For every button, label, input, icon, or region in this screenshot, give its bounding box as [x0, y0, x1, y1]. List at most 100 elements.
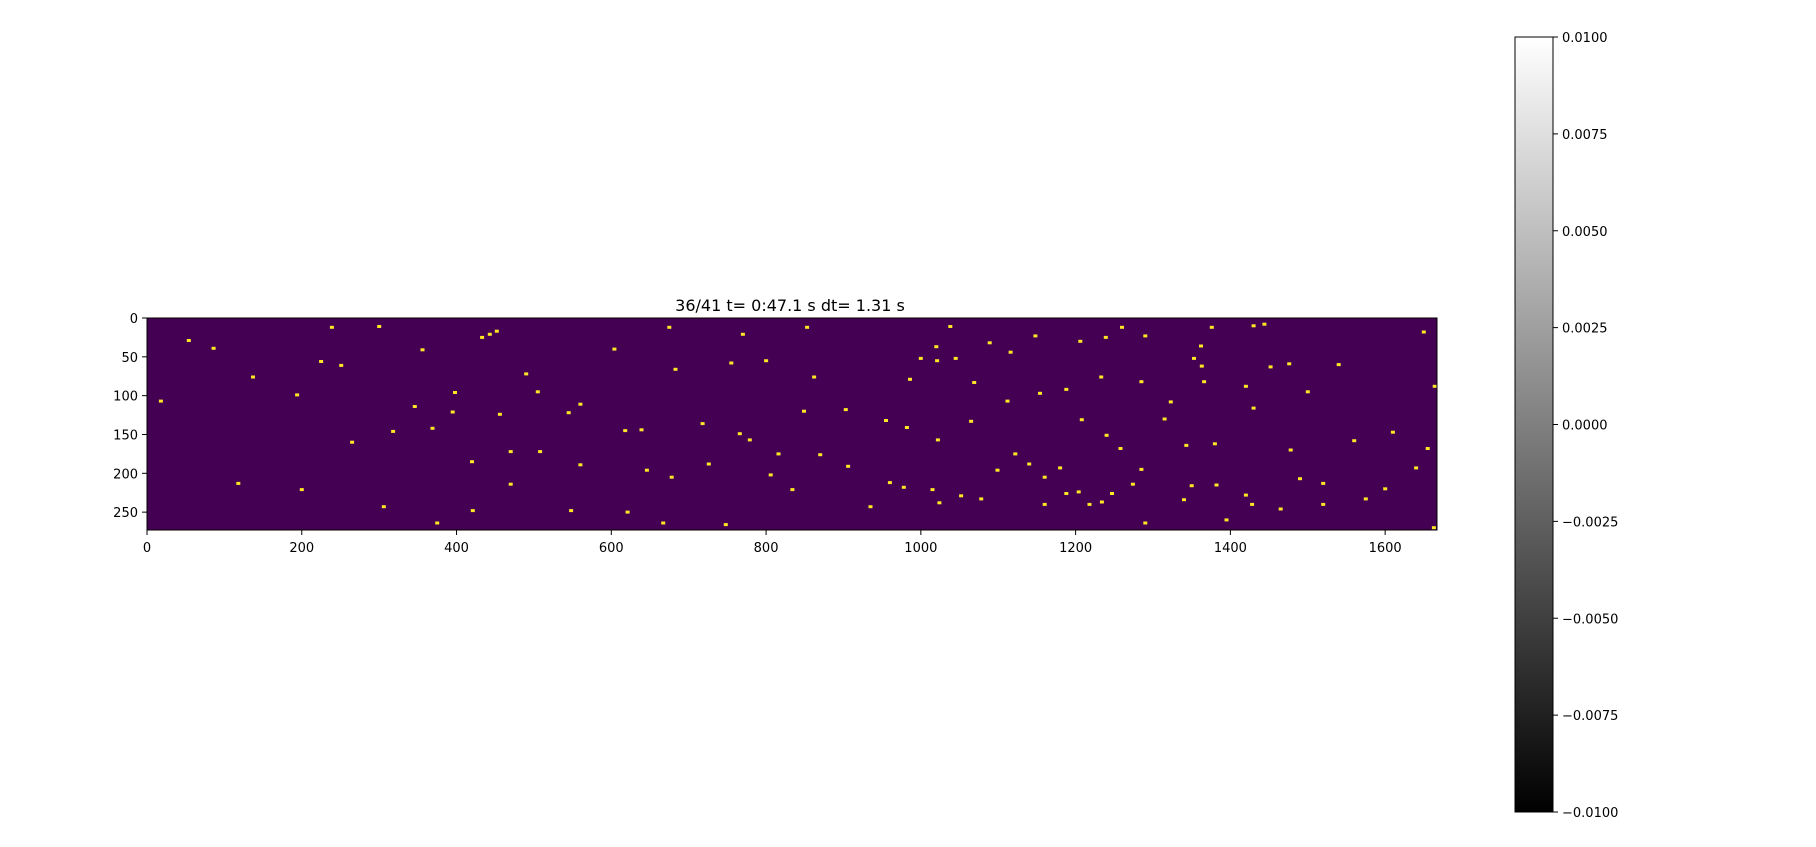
- event-marker: [1120, 325, 1124, 329]
- event-marker: [1099, 500, 1104, 504]
- y-tick-label: 50: [121, 351, 138, 366]
- colorbar-tick-label: −0.0100: [1562, 806, 1618, 821]
- x-tick-label: 600: [599, 541, 624, 556]
- event-marker: [1076, 490, 1081, 494]
- event-marker: [995, 468, 1000, 472]
- event-marker: [918, 356, 923, 360]
- y-tick-label: 150: [113, 428, 138, 443]
- event-marker: [470, 460, 474, 464]
- event-marker: [667, 325, 672, 329]
- event-marker: [1042, 475, 1047, 479]
- event-marker: [430, 426, 435, 430]
- event-marker: [1087, 502, 1092, 506]
- colorbar-tick-label: 0.0000: [1562, 419, 1608, 434]
- chart-title: 36/41 t= 0:47.1 s dt= 1.31 s: [675, 296, 905, 315]
- event-marker: [377, 325, 382, 328]
- event-marker: [1390, 430, 1395, 434]
- event-marker: [1425, 447, 1430, 450]
- event-marker: [723, 523, 728, 527]
- event-marker: [420, 348, 425, 352]
- colorbar: 0.0100 0.0075 0.0050 0.0025 0.0000 −0.0025 −0.…: [1514, 31, 1618, 821]
- event-marker: [706, 462, 711, 466]
- event-marker: [953, 356, 958, 360]
- event-marker: [524, 372, 529, 376]
- event-marker: [935, 359, 940, 363]
- event-marker: [538, 450, 543, 454]
- event-marker: [295, 393, 300, 397]
- event-marker: [843, 408, 848, 412]
- event-marker: [846, 464, 851, 468]
- event-marker: [623, 429, 628, 433]
- y-axis: 0 50 100 150 200 250: [113, 312, 147, 521]
- event-marker: [935, 438, 940, 442]
- colorbar-tick-label: 0.0075: [1562, 128, 1608, 143]
- event-marker: [908, 377, 912, 381]
- event-marker: [818, 453, 823, 457]
- event-marker: [535, 390, 540, 394]
- event-marker: [1421, 330, 1426, 334]
- event-marker: [1414, 466, 1419, 470]
- event-marker: [497, 412, 502, 416]
- event-marker: [1298, 477, 1302, 481]
- event-marker: [339, 363, 344, 367]
- event-marker: [673, 367, 678, 371]
- event-marker: [802, 409, 806, 413]
- event-marker: [508, 482, 513, 486]
- y-tick-label: 0: [130, 312, 138, 327]
- event-marker: [1189, 484, 1194, 488]
- event-marker: [1432, 384, 1437, 388]
- x-axis: 0 200 400 600 800 1000 1200 1400 1600: [143, 530, 1402, 556]
- event-marker: [1336, 363, 1341, 367]
- event-marker: [1079, 418, 1084, 422]
- event-marker: [1288, 448, 1293, 452]
- x-tick-label: 0: [143, 541, 151, 556]
- y-tick-label: 100: [113, 390, 138, 405]
- x-tick-label: 1600: [1369, 541, 1402, 556]
- event-marker: [930, 488, 935, 492]
- event-marker: [1214, 483, 1219, 487]
- heatmap-axes: 36/41 t= 0:47.1 s dt= 1.31 s 0 200 400 600 8…: [113, 296, 1438, 556]
- event-marker: [1139, 467, 1144, 471]
- heatmap-frame: [146, 317, 1438, 531]
- colorbar-ticks: 0.0100 0.0075 0.0050 0.0025 0.0000 −0.0025 −0.…: [1553, 31, 1618, 821]
- x-tick-label: 1200: [1059, 541, 1092, 556]
- event-marker: [1202, 380, 1207, 384]
- event-marker: [1027, 462, 1032, 466]
- event-marker: [700, 422, 705, 426]
- event-marker: [350, 440, 355, 444]
- event-marker: [1008, 350, 1013, 354]
- event-marker: [1268, 365, 1273, 369]
- event-marker: [805, 325, 810, 329]
- event-marker: [764, 359, 769, 363]
- event-marker: [747, 438, 752, 442]
- x-tick-label: 800: [754, 541, 779, 556]
- event-marker: [508, 450, 513, 454]
- event-marker: [480, 335, 485, 339]
- event-marker: [937, 501, 942, 505]
- event-marker: [979, 497, 984, 501]
- event-marker: [1042, 502, 1047, 506]
- event-marker: [453, 391, 457, 394]
- event-marker: [470, 509, 475, 513]
- event-markers: [158, 322, 1437, 530]
- colorbar-tick-label: −0.0025: [1562, 515, 1618, 530]
- event-marker: [1110, 492, 1114, 495]
- event-marker: [1287, 362, 1292, 366]
- event-marker: [1383, 487, 1388, 491]
- x-tick-label: 1400: [1214, 541, 1247, 556]
- event-marker: [319, 360, 324, 363]
- event-marker: [1139, 380, 1144, 384]
- event-marker: [381, 505, 386, 509]
- event-marker: [487, 332, 492, 336]
- event-marker: [1262, 322, 1267, 326]
- event-marker: [566, 411, 571, 415]
- x-tick-label: 1000: [904, 541, 937, 556]
- event-marker: [1184, 443, 1189, 447]
- event-marker: [391, 429, 396, 433]
- event-marker: [1199, 364, 1204, 368]
- event-marker: [1130, 482, 1135, 486]
- colorbar-tick-label: −0.0075: [1562, 709, 1618, 724]
- event-marker: [812, 375, 817, 379]
- event-marker: [887, 481, 892, 485]
